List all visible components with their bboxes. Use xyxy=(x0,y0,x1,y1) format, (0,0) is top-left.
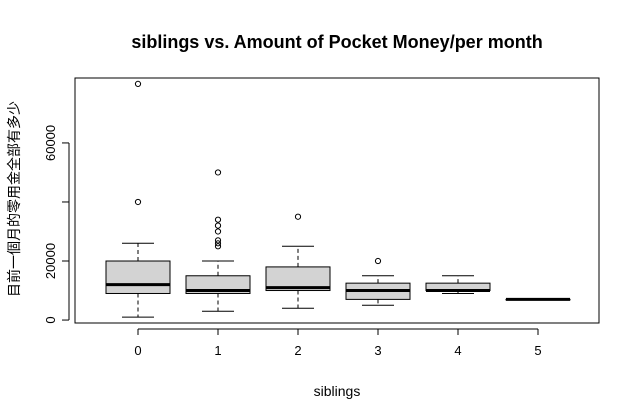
outlier-point xyxy=(214,222,222,229)
box-5 xyxy=(505,297,571,301)
outlier-point xyxy=(214,237,222,244)
iqr-box xyxy=(105,260,171,294)
y-axis: 0 20000 60000 xyxy=(43,125,70,324)
x-tick-label: 4 xyxy=(454,343,461,358)
outlier-point xyxy=(214,243,222,250)
outlier-point xyxy=(214,240,222,247)
outlier-point xyxy=(294,213,302,220)
chart-title: siblings vs. Amount of Pocket Money/per … xyxy=(131,32,542,52)
x-axis: 0 1 2 3 4 5 xyxy=(134,328,542,358)
outlier-point xyxy=(374,257,382,265)
x-tick-label: 5 xyxy=(534,343,541,358)
x-tick-label: 2 xyxy=(294,343,301,358)
box-series xyxy=(105,80,571,318)
outlier-point xyxy=(214,216,222,223)
box-4 xyxy=(425,275,491,294)
outlier-point xyxy=(134,80,142,88)
x-tick-label: 1 xyxy=(214,343,221,358)
outlier-point xyxy=(214,169,222,176)
box-0 xyxy=(105,80,171,318)
x-axis-label: siblings xyxy=(314,383,361,399)
outlier-point xyxy=(214,228,222,235)
y-axis-label: 目前一個月的零用金全部有多少 xyxy=(6,101,22,297)
box-2 xyxy=(265,213,331,309)
y-tick-label: 60000 xyxy=(43,125,58,161)
iqr-box xyxy=(265,266,331,292)
box-3 xyxy=(345,257,411,306)
y-tick-label: 0 xyxy=(43,316,58,323)
outlier-point xyxy=(134,198,142,206)
x-tick-label: 3 xyxy=(374,343,381,358)
y-tick-label: 20000 xyxy=(43,243,58,279)
plot-frame xyxy=(74,77,600,324)
box-1 xyxy=(185,169,251,312)
x-tick-label: 0 xyxy=(134,343,141,358)
